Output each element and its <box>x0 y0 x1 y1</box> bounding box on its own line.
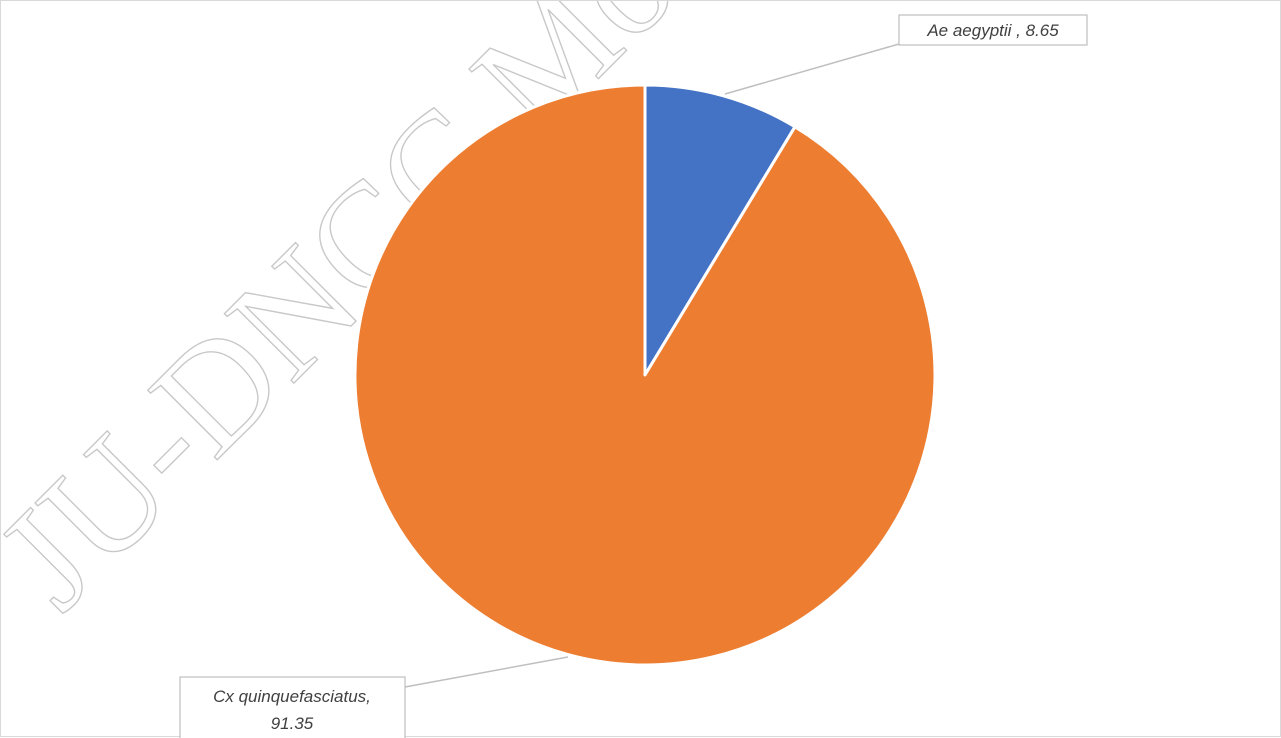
label-cx-quinquefasciatus-line1: Cx quinquefasciatus, <box>213 687 371 706</box>
pie-slice-cx-quinquefasciatus <box>353 83 937 667</box>
pie-slices <box>353 83 937 667</box>
label-cx-quinquefasciatus-line2: 91.35 <box>271 714 314 733</box>
label-box-ae-aegyptii <box>898 14 1088 46</box>
leader-line-ae-aegyptii <box>724 43 900 95</box>
label-cx-quinquefasciatus: Cx quinquefasciatus, 91.35 <box>179 656 569 738</box>
pie-slice-ae-aegyptii <box>643 83 797 377</box>
label-box-cx-quinquefasciatus <box>179 676 406 738</box>
data-labels: Ae aegyptii , 8.65 Cx quinquefasciatus, … <box>179 14 1088 738</box>
label-ae-aegyptii-text: Ae aegyptii , 8.65 <box>926 21 1059 40</box>
label-ae-aegyptii: Ae aegyptii , 8.65 <box>724 14 1088 95</box>
leader-line-cx-quinquefasciatus <box>404 656 569 688</box>
